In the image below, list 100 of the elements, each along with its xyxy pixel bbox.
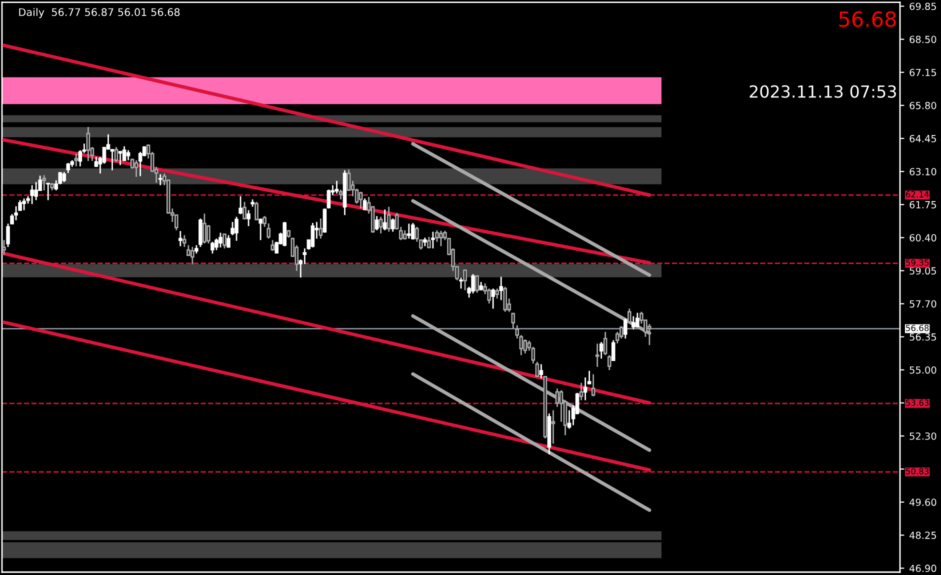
candlestick xyxy=(475,274,479,294)
candlestick xyxy=(595,342,600,368)
candlestick xyxy=(382,208,387,231)
candlestick xyxy=(206,224,210,244)
y-tick-label: 67.15 xyxy=(910,68,936,76)
candlestick xyxy=(238,196,242,215)
ref-line-label: 62.14 xyxy=(906,191,929,198)
candlestick xyxy=(334,180,339,194)
candlestick xyxy=(326,188,331,210)
y-tick-label: 60.40 xyxy=(910,234,936,242)
text: Daily 56.77 56.87 56.01 56.68 xyxy=(19,8,180,18)
candlestick xyxy=(523,338,528,354)
y-tick-label: 65.80 xyxy=(910,102,936,110)
candlestick xyxy=(210,241,214,254)
candlestick xyxy=(495,288,499,300)
candlestick xyxy=(503,286,508,313)
candlestick xyxy=(390,218,395,232)
candlestick xyxy=(218,232,222,248)
y-tick-label: 49.60 xyxy=(910,498,936,506)
candlestick xyxy=(14,206,18,221)
candlestick xyxy=(358,191,363,210)
candlestick xyxy=(114,146,118,163)
candlestick xyxy=(246,210,250,227)
candlestick xyxy=(122,146,126,162)
candlestick xyxy=(471,273,475,294)
candlestick xyxy=(234,216,238,242)
y-tick-label: 56.35 xyxy=(910,333,936,341)
candlestick xyxy=(535,361,540,378)
candlestick xyxy=(539,364,544,380)
candlestick xyxy=(611,340,616,362)
candlestick xyxy=(374,215,379,231)
candlestick xyxy=(86,126,90,162)
y-tick-label: 61.75 xyxy=(910,201,936,208)
candlestick xyxy=(338,188,343,200)
y-tick-label: 68.50 xyxy=(910,36,936,44)
y-tick-label: 55.00 xyxy=(910,366,936,374)
candlestick xyxy=(551,410,556,444)
y-tick-label: 52.30 xyxy=(910,432,936,440)
annotation: 56.68 xyxy=(839,11,896,27)
candlestick xyxy=(46,182,50,201)
annotation: 2023.11.13 07:53 xyxy=(750,85,896,98)
candlestick xyxy=(632,316,636,330)
y-tick-label: 59.05 xyxy=(910,267,936,275)
candlestick xyxy=(463,268,467,291)
candlestick xyxy=(74,152,78,168)
y-tick-label: 64.45 xyxy=(910,134,936,142)
candlestick xyxy=(62,171,66,183)
candlestick xyxy=(30,184,34,205)
candlestick xyxy=(202,212,206,244)
candlestick xyxy=(427,236,431,250)
candlestick xyxy=(22,198,26,211)
candlestick xyxy=(134,160,138,178)
candlestick xyxy=(431,231,435,250)
candlestick xyxy=(226,234,230,248)
candlestick xyxy=(318,218,323,240)
candlestick xyxy=(499,276,504,301)
candlestick xyxy=(322,208,327,234)
candlestick xyxy=(258,218,262,241)
candlestick xyxy=(511,312,516,330)
candlestick xyxy=(636,312,640,328)
candlestick xyxy=(182,234,186,248)
candlestick xyxy=(583,376,588,401)
y-tick-label: 46.90 xyxy=(910,564,936,572)
candlestick xyxy=(459,276,463,290)
candlestick xyxy=(591,374,596,397)
candlestick xyxy=(628,308,632,324)
candlestick xyxy=(270,239,274,252)
candlestick xyxy=(603,331,608,356)
candlestick xyxy=(198,218,202,248)
candlestick xyxy=(386,206,391,232)
ref-line-label: 50.83 xyxy=(906,468,929,474)
candlestick xyxy=(118,150,122,166)
candlestick xyxy=(42,174,46,192)
ref-line-label: 53.63 xyxy=(906,400,929,406)
candlestick xyxy=(435,230,439,242)
candlestick xyxy=(126,150,130,161)
ref-line-label: 56.68 xyxy=(906,324,929,332)
y-tick-label: 48.25 xyxy=(910,532,936,539)
candlestick xyxy=(346,168,351,192)
candlestick xyxy=(623,318,628,340)
y-tick-label: 69.85 xyxy=(910,2,936,10)
ref-line-label: 59.35 xyxy=(906,259,929,266)
candlestick xyxy=(178,230,182,247)
y-tick-label: 57.70 xyxy=(910,300,936,308)
candlestick xyxy=(66,162,70,174)
candlestick xyxy=(487,288,491,304)
candlestick xyxy=(378,216,383,234)
candlestick xyxy=(242,201,246,220)
candlestick xyxy=(439,230,443,247)
y-tick-label: 63.10 xyxy=(910,168,936,176)
candlestick xyxy=(190,246,194,266)
candlestick xyxy=(310,222,315,248)
candlestick xyxy=(407,222,411,240)
candlestick xyxy=(607,354,612,371)
candlestick xyxy=(579,382,584,401)
candlestick xyxy=(619,326,624,340)
candlestick xyxy=(411,222,415,240)
candlestick xyxy=(491,288,495,310)
candlestick xyxy=(222,234,226,250)
candlestick xyxy=(555,388,560,408)
